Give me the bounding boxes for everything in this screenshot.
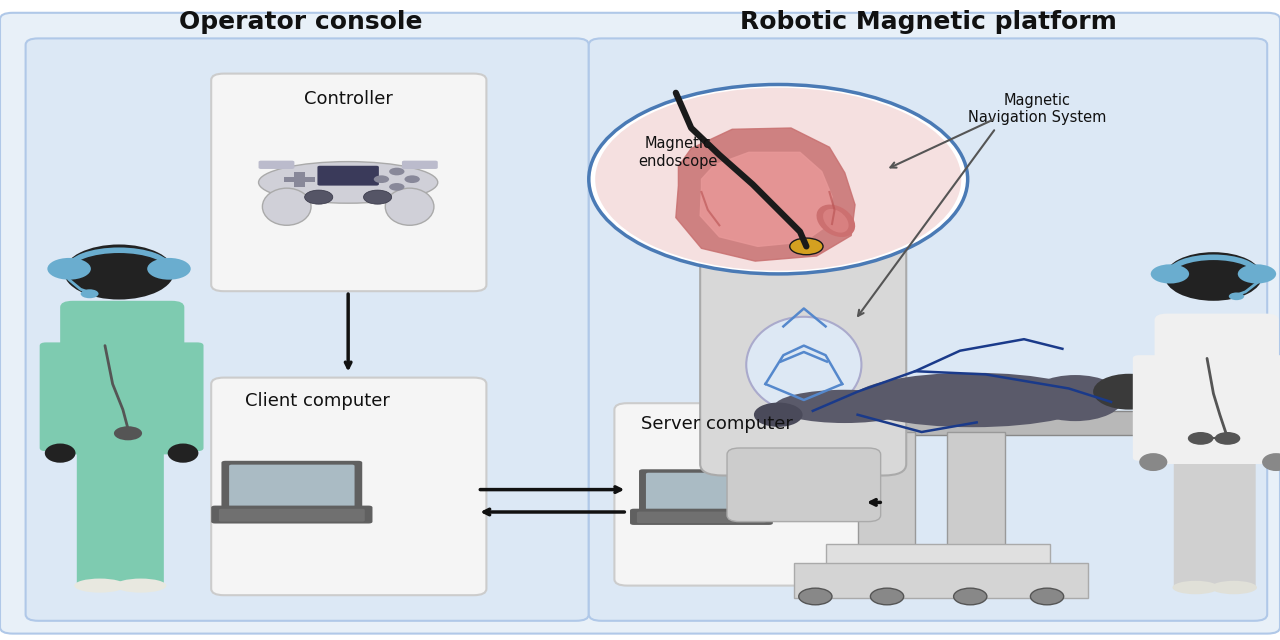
Bar [294,172,305,187]
FancyBboxPatch shape [1258,355,1280,461]
Text: Controller: Controller [303,90,393,108]
Circle shape [595,88,961,271]
FancyBboxPatch shape [211,74,486,291]
FancyBboxPatch shape [727,448,881,522]
FancyBboxPatch shape [317,166,379,186]
Circle shape [1229,292,1244,300]
Circle shape [47,258,91,280]
Circle shape [1165,252,1262,301]
Circle shape [114,426,142,440]
Text: Magnetic
endoscope: Magnetic endoscope [639,136,718,168]
Circle shape [1188,432,1213,445]
FancyBboxPatch shape [163,342,204,451]
Circle shape [147,258,191,280]
Ellipse shape [817,205,855,237]
Text: Robotic Magnetic platform: Robotic Magnetic platform [740,10,1116,35]
Bar [762,411,1197,435]
Circle shape [1215,432,1240,445]
FancyBboxPatch shape [1133,355,1174,461]
Ellipse shape [754,403,803,427]
Ellipse shape [262,188,311,225]
Ellipse shape [259,162,438,204]
FancyBboxPatch shape [639,469,764,514]
FancyBboxPatch shape [40,342,81,451]
Ellipse shape [168,444,198,463]
Circle shape [305,190,333,204]
Circle shape [81,289,99,298]
Bar [794,563,1088,598]
FancyBboxPatch shape [0,13,1280,634]
Ellipse shape [1211,581,1257,594]
Ellipse shape [774,390,915,423]
Ellipse shape [1172,581,1219,594]
FancyBboxPatch shape [700,238,906,476]
Text: Server computer: Server computer [641,415,792,433]
Ellipse shape [746,317,861,413]
Ellipse shape [45,444,76,463]
Ellipse shape [1139,453,1167,471]
FancyBboxPatch shape [26,38,589,621]
Polygon shape [700,152,832,246]
Circle shape [799,588,832,605]
Circle shape [1151,264,1189,284]
FancyBboxPatch shape [614,403,877,586]
Ellipse shape [724,234,884,265]
FancyBboxPatch shape [1155,314,1279,464]
FancyBboxPatch shape [1174,451,1217,589]
FancyBboxPatch shape [630,509,773,525]
Circle shape [64,244,174,300]
Bar [947,432,1005,566]
FancyBboxPatch shape [259,161,294,169]
Circle shape [404,175,420,183]
Ellipse shape [74,579,125,593]
Circle shape [870,588,904,605]
Text: Client computer: Client computer [244,392,390,410]
Circle shape [1093,374,1165,410]
FancyBboxPatch shape [77,445,123,586]
FancyBboxPatch shape [60,301,184,454]
FancyBboxPatch shape [637,511,765,523]
Circle shape [364,190,392,204]
FancyBboxPatch shape [646,473,756,510]
Circle shape [374,175,389,183]
Circle shape [1238,264,1276,284]
Circle shape [589,84,968,274]
Bar [284,177,315,182]
FancyBboxPatch shape [211,506,372,524]
FancyBboxPatch shape [219,509,365,522]
FancyBboxPatch shape [118,445,164,586]
Ellipse shape [1262,453,1280,471]
Polygon shape [676,128,855,261]
FancyBboxPatch shape [229,465,355,507]
FancyBboxPatch shape [402,161,438,169]
Ellipse shape [823,209,849,232]
Ellipse shape [1028,375,1124,421]
FancyBboxPatch shape [1212,451,1256,589]
Text: Magnetic
Navigation System: Magnetic Navigation System [968,93,1106,125]
Ellipse shape [385,188,434,225]
Circle shape [389,183,404,191]
Circle shape [1030,588,1064,605]
Ellipse shape [115,579,166,593]
Bar [858,432,915,566]
Bar [826,544,1050,576]
Circle shape [790,238,823,255]
Circle shape [389,168,404,175]
Text: Operator console: Operator console [179,10,422,35]
FancyBboxPatch shape [221,461,362,511]
Circle shape [954,588,987,605]
FancyBboxPatch shape [211,378,486,595]
FancyBboxPatch shape [589,38,1267,621]
Ellipse shape [851,372,1094,428]
